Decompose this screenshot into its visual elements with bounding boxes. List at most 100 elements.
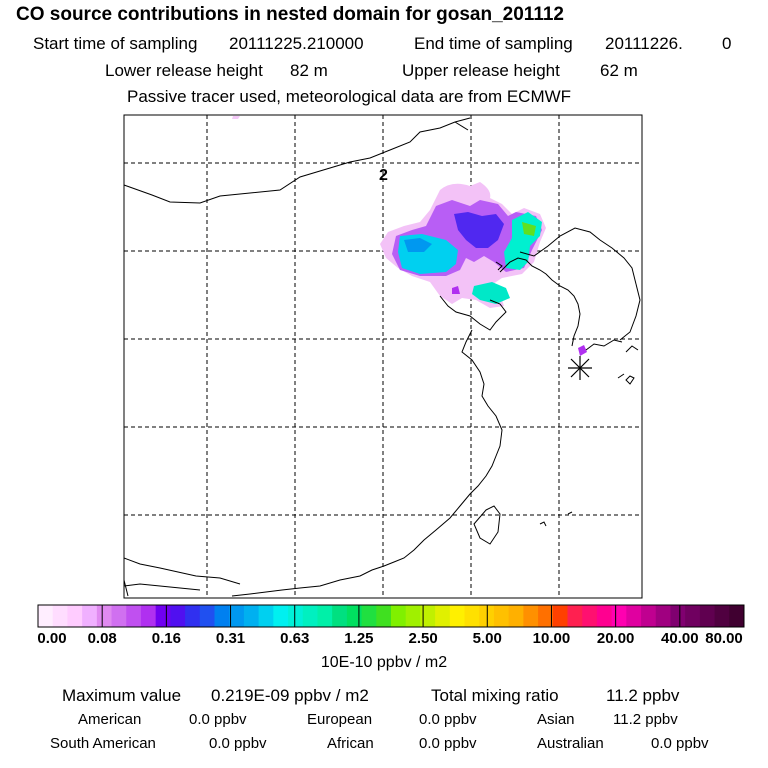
legend-color-cell [126, 605, 142, 627]
legend-color-cell [38, 605, 54, 627]
end-time-label: End time of sampling [414, 34, 573, 53]
legend-color-cell [346, 605, 363, 627]
legend-color-cell [376, 605, 392, 627]
legend-tick-label: 5.00 [472, 630, 502, 647]
end-time-value-extra: 0 [722, 34, 732, 53]
total-mixing-value: 11.2 ppbv [606, 686, 680, 705]
max-value-label: Maximum value [62, 686, 182, 705]
legend-units: 10E-10 ppbv / m2 [320, 654, 448, 671]
border-line [519, 227, 637, 285]
legend-color-cell [464, 605, 480, 627]
legend-color-cell [229, 605, 245, 627]
legend-color-cell [140, 605, 157, 627]
start-time-label: Start time of sampling [33, 34, 198, 53]
legend-color-cell [214, 605, 230, 627]
legend-tick-label: 0.00 [37, 630, 67, 647]
region-value: 0.0 ppbv [419, 735, 477, 752]
legend-color-cell [582, 605, 598, 627]
plume-hotspot-west-inner [404, 238, 432, 252]
station-star-icon [568, 356, 592, 380]
region-value: 0.0 ppbv [209, 735, 267, 752]
legend-color-cell [729, 605, 745, 627]
legend-color-cell [641, 605, 657, 627]
legend-cells [37, 605, 745, 627]
region-name: African [327, 735, 374, 752]
legend-color-cell [185, 605, 201, 627]
lower-release-value: 82 m [290, 61, 328, 80]
border-line [454, 121, 469, 131]
coastline-taiwan [473, 505, 501, 545]
coastline-bohai [495, 261, 503, 271]
plume-core [454, 212, 504, 248]
coastline-island [617, 373, 625, 379]
legend-color-cell [155, 605, 171, 627]
legend-color-cell [699, 605, 716, 627]
legend-tick-label: 10.00 [532, 630, 571, 647]
legend-color-cell [288, 605, 304, 627]
coastlines [123, 117, 641, 597]
coastline-china-east [231, 329, 503, 597]
legend-color-cell [302, 605, 318, 627]
legend-color-cell [493, 605, 510, 627]
legend-color-cell [420, 605, 436, 627]
legend-color-cell [626, 605, 642, 627]
lower-release-label: Lower release height [105, 61, 263, 80]
legend-tick-label: 0.08 [87, 630, 117, 647]
legend-color-cell [361, 605, 377, 627]
legend-color-cell [405, 605, 421, 627]
coastline-bohai [439, 295, 507, 331]
region-value: 11.2 ppbv [613, 711, 678, 728]
region-name: European [307, 711, 373, 728]
region-value: 0.0 ppbv [189, 711, 247, 728]
region-value: 0.0 ppbv [419, 711, 477, 728]
legend-tick-label: 20.00 [596, 630, 635, 647]
coastline-island [625, 345, 639, 353]
legend-color-cell [332, 605, 348, 627]
legend-color-cell [670, 605, 686, 627]
legend-color-cell [317, 605, 333, 627]
plume-station-spot [578, 345, 587, 356]
border-line [123, 557, 241, 585]
legend-tick-label: 1.25 [344, 630, 374, 647]
legend-color-cell [82, 605, 98, 627]
coastline-island [567, 511, 573, 515]
coastline-korea-east [619, 283, 641, 341]
upper-release-value: 62 m [600, 61, 638, 80]
region-name: South American [50, 735, 156, 752]
passive-tracer-note: Passive tracer used, meteorological data… [127, 87, 572, 106]
legend-color-cell [655, 605, 671, 627]
max-value: 0.219E-09 ppbv / m2 [211, 686, 369, 705]
coastline-island [625, 375, 635, 385]
legend-tick-label: 2.50 [408, 630, 438, 647]
start-time-value: 20111225.210000 [229, 34, 364, 53]
legend-color-cell [685, 605, 701, 627]
upper-release-label: Upper release height [402, 61, 560, 80]
legend-color-cell [435, 605, 451, 627]
plume-hotspot-south [472, 282, 510, 304]
coastline-island [539, 521, 547, 527]
legend-tick-label: 40.00 [661, 630, 699, 647]
legend-color-cell [258, 605, 274, 627]
legend-color-cell [508, 605, 524, 627]
legend-color-cell [96, 605, 113, 627]
legend-color-cell [391, 605, 407, 627]
legend-color-cell [52, 605, 68, 627]
legend-tick-label: 0.63 [280, 630, 310, 647]
legend-tick-label: 80.00 [705, 630, 743, 647]
plume-fragment [452, 286, 460, 294]
legend-color-cell [273, 605, 289, 627]
border-line [123, 579, 129, 597]
plot-title: CO source contributions in nested domain… [16, 4, 564, 25]
end-time-value: 20111226. [605, 34, 683, 53]
legend-frame [37, 604, 745, 628]
legend-color-cell [538, 605, 554, 627]
legend-color-cell [611, 605, 627, 627]
coastline-korea-west [499, 257, 581, 347]
grid-label: 2 [379, 167, 388, 184]
region-value: 0.0 ppbv [651, 735, 709, 752]
region-name: American [78, 711, 142, 728]
total-mixing-label: Total mixing ratio [431, 686, 559, 705]
legend-color-cell [170, 605, 186, 627]
legend-color-cell [243, 605, 260, 627]
region-name: Australian [537, 735, 604, 752]
